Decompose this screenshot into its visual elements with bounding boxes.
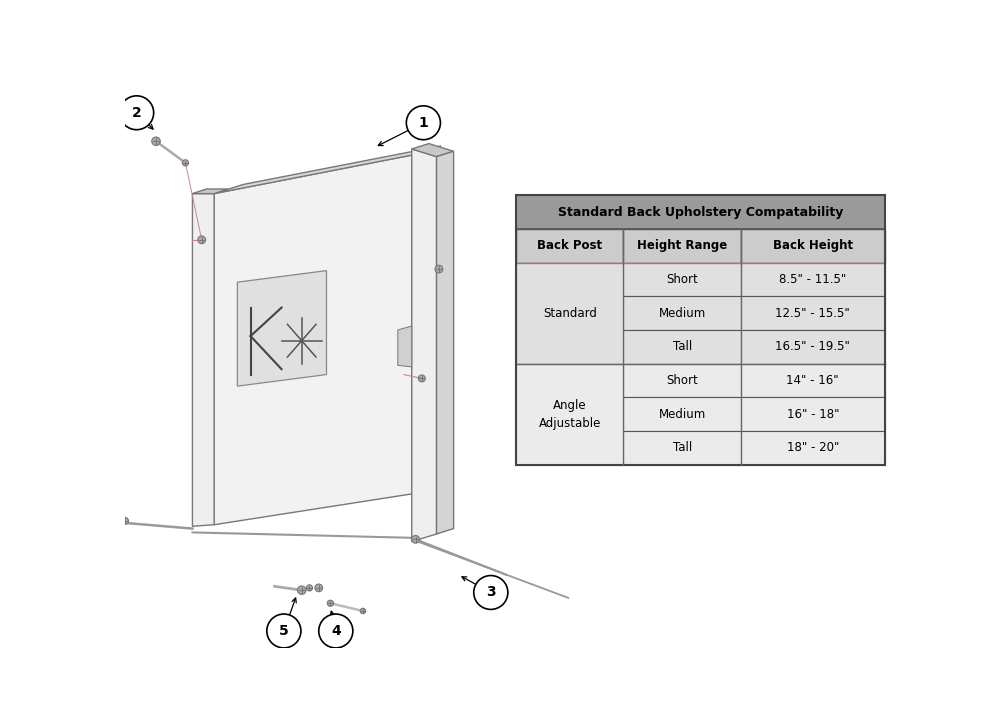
Polygon shape xyxy=(437,151,454,534)
Bar xyxy=(623,363,741,397)
Bar xyxy=(516,195,885,464)
Circle shape xyxy=(297,586,306,594)
Bar xyxy=(623,330,741,363)
Circle shape xyxy=(406,106,440,140)
Text: 1: 1 xyxy=(418,116,428,130)
Circle shape xyxy=(315,584,323,592)
Text: 2: 2 xyxy=(132,106,142,120)
Bar xyxy=(623,431,741,464)
Bar xyxy=(516,263,623,363)
Polygon shape xyxy=(192,189,228,194)
Text: 16.5" - 19.5": 16.5" - 19.5" xyxy=(775,340,850,353)
Circle shape xyxy=(182,159,189,166)
Circle shape xyxy=(120,96,154,130)
Polygon shape xyxy=(237,271,326,386)
Bar xyxy=(516,195,885,229)
Circle shape xyxy=(327,600,333,606)
Text: 4: 4 xyxy=(331,624,341,638)
Text: Standard Back Upholstery Compatability: Standard Back Upholstery Compatability xyxy=(558,205,843,218)
Text: Tall: Tall xyxy=(673,340,692,353)
Bar xyxy=(741,397,885,431)
Circle shape xyxy=(474,576,508,609)
Circle shape xyxy=(267,614,301,648)
Circle shape xyxy=(115,518,123,526)
Text: 16" - 18": 16" - 18" xyxy=(787,408,839,421)
Polygon shape xyxy=(214,146,441,194)
Text: Medium: Medium xyxy=(659,408,706,421)
Polygon shape xyxy=(398,326,412,367)
Circle shape xyxy=(418,375,425,382)
Bar xyxy=(623,397,741,431)
Bar xyxy=(741,296,885,330)
Circle shape xyxy=(319,614,353,648)
Text: Short: Short xyxy=(666,273,698,286)
Circle shape xyxy=(122,518,128,524)
Bar xyxy=(623,296,741,330)
Text: Back Post: Back Post xyxy=(537,240,602,252)
Circle shape xyxy=(435,265,443,273)
Circle shape xyxy=(306,585,313,591)
Bar xyxy=(741,431,885,464)
Bar xyxy=(516,363,623,464)
Polygon shape xyxy=(214,155,412,525)
Text: Standard: Standard xyxy=(543,306,597,320)
Bar xyxy=(516,229,623,263)
Bar xyxy=(623,263,741,296)
Text: Medium: Medium xyxy=(659,306,706,320)
Text: Height Range: Height Range xyxy=(637,240,727,252)
Text: Angle
Adjustable: Angle Adjustable xyxy=(539,399,601,430)
Polygon shape xyxy=(412,149,437,542)
Circle shape xyxy=(360,609,366,614)
Text: 14" - 16": 14" - 16" xyxy=(786,374,839,387)
Bar xyxy=(741,330,885,363)
Bar xyxy=(741,263,885,296)
Circle shape xyxy=(198,236,206,244)
Circle shape xyxy=(152,137,160,146)
Text: Short: Short xyxy=(666,374,698,387)
Text: Back Height: Back Height xyxy=(773,240,853,252)
Bar xyxy=(623,229,741,263)
Text: 3: 3 xyxy=(486,585,496,599)
Text: 5: 5 xyxy=(279,624,289,638)
Bar xyxy=(741,229,885,263)
Circle shape xyxy=(412,536,420,543)
Text: 12.5" - 15.5": 12.5" - 15.5" xyxy=(775,306,850,320)
Polygon shape xyxy=(192,194,214,526)
Polygon shape xyxy=(412,143,454,157)
Bar xyxy=(741,363,885,397)
Text: 18" - 20": 18" - 20" xyxy=(787,441,839,454)
Text: Tall: Tall xyxy=(673,441,692,454)
Text: 8.5" - 11.5": 8.5" - 11.5" xyxy=(779,273,846,286)
